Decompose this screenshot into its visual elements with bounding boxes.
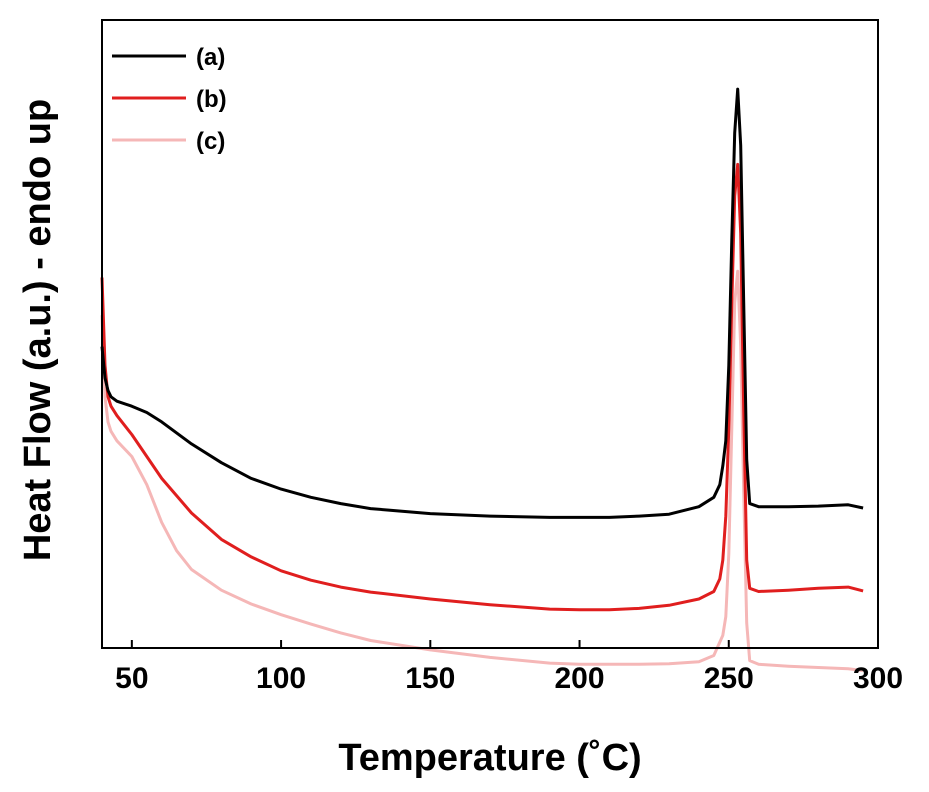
x-tick-label: 250 (704, 662, 754, 695)
legend-label-1: (a) (196, 44, 225, 71)
x-tick-label: 300 (853, 662, 903, 695)
series-line-1 (100, 87, 864, 519)
x-tick-label: 50 (115, 662, 148, 695)
x-tick-label: 100 (256, 662, 306, 695)
legend: (a) (b) (c) (112, 44, 227, 155)
plot-frame (101, 19, 879, 649)
x-tick-label: 150 (405, 662, 455, 695)
x-axis-title: Temperature (˚C) (338, 737, 641, 779)
x-tick-label: 200 (555, 662, 605, 695)
x-axis-ticks: 50 100 150 200 250 300 (115, 640, 903, 695)
y-axis-title: Heat Flow (a.u.) - endo up (17, 99, 59, 561)
series-line-2 (100, 162, 864, 612)
legend-label-3: (c) (196, 128, 225, 155)
series-curves (100, 87, 864, 673)
legend-label-2: (b) (196, 86, 227, 113)
